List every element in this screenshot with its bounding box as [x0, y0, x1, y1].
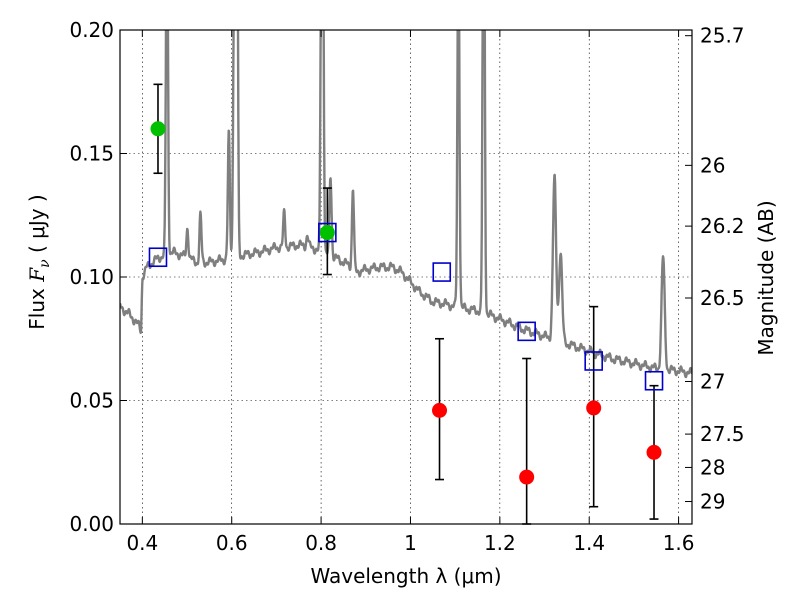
- x-tick-label: 0.4: [126, 531, 158, 555]
- x-tick-label: 0.6: [216, 531, 248, 555]
- x-axis-ticks: 0.4 0.6 0.8 1 1.2 1.4 1.6: [126, 30, 695, 555]
- y-tick-label: 0.00: [69, 512, 114, 536]
- y-tick-label: 0.05: [69, 389, 114, 413]
- red-data-point: [432, 402, 448, 418]
- y-axis-label-unit: ( μJy ): [25, 194, 49, 259]
- y-axis-ticks: 0.00 0.05 0.10 0.15 0.20: [69, 18, 127, 536]
- y-tick-label: 0.15: [69, 142, 114, 166]
- model-photometry-boxes: [148, 222, 664, 391]
- y2-tick-label: 29: [700, 490, 725, 514]
- y2-axis-label: Magnitude (AB): [754, 200, 778, 355]
- x-tick-label: 1.2: [484, 531, 516, 555]
- red-data-point: [519, 469, 535, 485]
- model-photometry-box: [644, 370, 664, 391]
- model-photometry-box: [584, 351, 603, 371]
- y-tick-label: 0.20: [69, 18, 114, 42]
- y2-tick-label: 27: [700, 369, 725, 393]
- y2-tick-label: 26.2: [700, 214, 745, 238]
- model-photometry-box: [148, 247, 168, 268]
- x-tick-label: 1.6: [663, 531, 695, 555]
- green-data-point: [150, 121, 166, 137]
- model-photometry-box: [432, 262, 452, 282]
- spectrum: [120, 30, 692, 379]
- x-axis-label: Wavelength λ (μm): [310, 564, 501, 588]
- y2-tick-label: 26: [700, 153, 725, 177]
- model-photometry-box: [517, 321, 536, 342]
- y-axis-label: Flux Fν ( μJy ): [25, 194, 53, 329]
- spectrum-line: [120, 30, 692, 379]
- x-tick-label: 1.4: [573, 531, 605, 555]
- x-tick-label: 1: [404, 531, 417, 555]
- y-axis-label-symbol: F: [25, 267, 49, 283]
- y2-tick-label: 28: [700, 455, 725, 479]
- x-tick-label: 0.8: [305, 531, 337, 555]
- y2-tick-label: 25.7: [700, 24, 745, 48]
- photometry-points: [150, 121, 662, 485]
- y2-tick-label: 27.5: [700, 422, 745, 446]
- y-tick-label: 0.10: [69, 265, 114, 289]
- model-photometry-box: [318, 222, 337, 243]
- y2-tick-label: 26.5: [700, 286, 745, 310]
- red-data-point: [646, 444, 662, 460]
- y2-axis-ticks: 25.7 26 26.2 26.5 27 27.5 28 29: [685, 24, 745, 514]
- red-data-point: [586, 400, 602, 416]
- green-data-point: [319, 225, 335, 241]
- y-axis-label-flux: Flux: [25, 282, 49, 330]
- y-axis-label-subscript: ν: [37, 259, 53, 268]
